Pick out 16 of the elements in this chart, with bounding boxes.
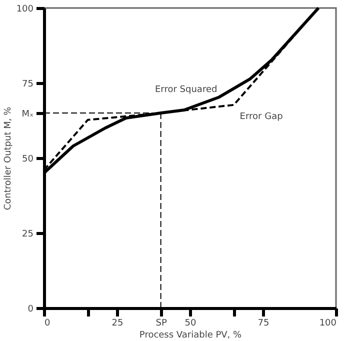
- x-axis-title: Process Variable PV, %: [139, 330, 242, 340]
- y-tick-label: 75: [22, 80, 34, 90]
- series-label: Error Squared: [154, 85, 218, 96]
- y-axis-title: Controller Output M, %: [3, 106, 14, 210]
- y-tick-label: 0: [28, 304, 34, 314]
- y-tick-label: 25: [22, 230, 34, 240]
- series-label: Error Gap: [240, 112, 284, 122]
- x-tick-label: SP: [156, 318, 168, 328]
- x-tick-label: 75: [258, 318, 270, 328]
- x-tick-label: 0: [44, 318, 50, 328]
- x-tick-label: 50: [184, 318, 196, 328]
- x-tick-label: 100: [319, 318, 337, 328]
- y-tick-label: Mₓ: [22, 110, 34, 120]
- y-tick-label: 100: [16, 4, 34, 14]
- x-tick-label: 25: [112, 318, 124, 328]
- y-tick-label: 50: [22, 154, 34, 164]
